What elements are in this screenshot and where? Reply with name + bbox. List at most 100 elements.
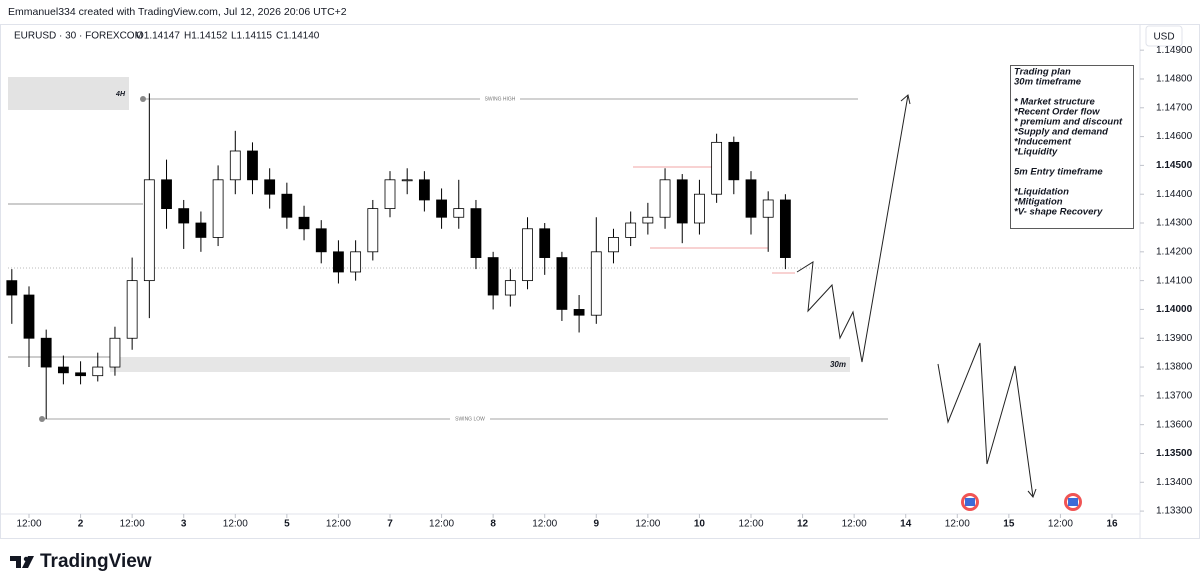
candle-body — [487, 257, 499, 296]
plan-line: 30m timeframe — [1014, 77, 1082, 88]
candle-body — [229, 150, 241, 181]
plan-line: *Liquidation — [1014, 187, 1069, 198]
candle-body — [436, 199, 447, 218]
candle-body — [608, 237, 619, 253]
x-tick-label: 2 — [78, 519, 84, 530]
plot: 1.14900 1.14800 1.14700 1.14600 1.14500 1.144… — [6, 45, 1193, 530]
x-tick-label: 8 — [490, 519, 496, 530]
x-tick-label: 12:00 — [223, 519, 248, 530]
plan-line: *Liquidity — [1014, 147, 1058, 158]
currency-button[interactable] — [1145, 25, 1183, 47]
candle-body — [728, 141, 740, 181]
x-tick-label: 15 — [1003, 519, 1015, 530]
y-tick-label: 1.13300 — [1156, 506, 1193, 517]
currency: USD — [1153, 32, 1174, 43]
candle-body — [143, 179, 155, 282]
plan-box — [1010, 65, 1134, 229]
candle-body — [694, 193, 705, 224]
candle-body — [642, 216, 654, 224]
plan-line: *V- shape Recovery — [1014, 207, 1103, 218]
symbol: EURUSD · 30 · FOREXCOM — [14, 31, 143, 42]
y-tick-label: 1.14200 — [1156, 246, 1193, 257]
swing-low-label: SWING LOW — [455, 416, 485, 422]
x-tick-label: 12:00 — [429, 519, 454, 530]
candle-body — [470, 208, 482, 258]
candle-body — [522, 228, 533, 282]
ohlc-close: C1.14140 — [276, 31, 320, 42]
x-tick-label: 12:00 — [326, 519, 351, 530]
x-tick-label: 12:00 — [532, 519, 557, 530]
y-tick-label: 1.13400 — [1156, 477, 1193, 488]
candle-body — [590, 251, 602, 316]
projection-path — [796, 94, 909, 363]
plan-line: Trading plan — [1014, 67, 1071, 78]
candle-body — [539, 228, 551, 258]
candle-body — [109, 337, 121, 368]
x-tick-label: 12 — [797, 519, 809, 530]
candle-body — [161, 179, 172, 210]
x-tick-label: 12:00 — [120, 519, 145, 530]
y-tick-label: 1.14400 — [1156, 189, 1193, 200]
candle-body — [676, 179, 688, 224]
y-tick-label: 1.13800 — [1156, 362, 1193, 373]
candle-body — [212, 179, 224, 238]
candle-body — [762, 199, 774, 218]
y-tick-label: 1.14600 — [1156, 131, 1193, 142]
candle-body — [6, 280, 18, 296]
plan-line: 5m Entry timeframe — [1014, 167, 1103, 178]
x-tick-label: 7 — [387, 519, 393, 530]
ohlc-high: H1.14152 — [184, 31, 228, 42]
y-tick-label: 1.13900 — [1156, 333, 1193, 344]
candle-body — [92, 366, 104, 377]
event-flag[interactable] — [1064, 493, 1082, 511]
zone-4h — [8, 77, 129, 110]
zone-4h-label: 4H — [115, 91, 126, 98]
x-tick-label: 14 — [900, 519, 912, 530]
candle-body — [504, 280, 516, 296]
label-bg — [480, 96, 520, 102]
watermark: Emmanuel334 created with TradingView.com… — [8, 6, 347, 18]
y-tick-label: 1.13700 — [1156, 390, 1193, 401]
label-bg — [450, 416, 490, 422]
x-tick-label: 10 — [694, 519, 706, 530]
candle-body — [247, 150, 258, 181]
y-tick-label: 1.14000 — [1156, 304, 1193, 315]
candle-body — [367, 208, 379, 253]
y-tick-label: 1.14900 — [1156, 45, 1193, 56]
zone-30m — [110, 357, 850, 372]
x-tick-label: 12:00 — [1048, 519, 1073, 530]
candle-body — [384, 179, 396, 210]
candle-body — [281, 193, 293, 218]
x-tick-label: 9 — [594, 519, 600, 530]
projection-path — [937, 342, 1034, 498]
x-tick-label: 12:00 — [842, 519, 867, 530]
x-tick-label: 16 — [1106, 519, 1118, 530]
ohlc-low: L1.14115 — [231, 31, 272, 42]
candle-body — [625, 222, 637, 238]
candle-body — [573, 309, 585, 316]
candle-body — [745, 179, 757, 218]
zone-30m-label: 30m — [830, 360, 846, 369]
candle-body — [401, 179, 413, 182]
candle-body — [75, 372, 86, 377]
plan-line: * Market structure — [1014, 97, 1095, 108]
plan-line: *Inducement — [1014, 137, 1072, 148]
x-tick-label: 3 — [181, 519, 187, 530]
y-tick-label: 1.13600 — [1156, 419, 1193, 430]
candle-body — [57, 366, 69, 374]
candle-body — [779, 199, 791, 258]
candle-body — [23, 294, 35, 339]
candle-body — [40, 337, 52, 368]
swing-low-dot — [39, 416, 45, 422]
x-tick-label: 12:00 — [16, 519, 41, 530]
swing-high-label: SWING HIGH — [485, 96, 516, 102]
candle-body — [195, 222, 207, 238]
candle-body — [264, 179, 276, 195]
event-flag[interactable] — [961, 493, 979, 511]
x-tick-label: 5 — [284, 519, 290, 530]
x-tick-label: 12:00 — [738, 519, 763, 530]
x-tick-label: 12:00 — [945, 519, 970, 530]
